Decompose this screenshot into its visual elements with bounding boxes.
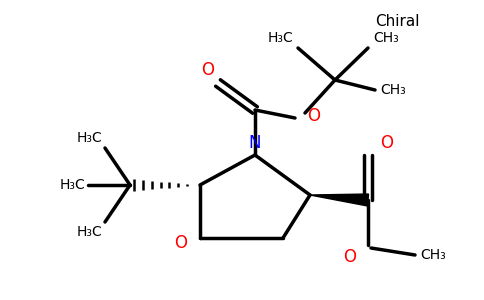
Text: H₃C: H₃C (267, 31, 293, 45)
Text: H₃C: H₃C (76, 131, 102, 145)
Polygon shape (310, 194, 368, 206)
Text: N: N (249, 134, 261, 152)
Text: Chiral: Chiral (375, 14, 420, 29)
Text: H₃C: H₃C (76, 225, 102, 239)
Text: CH₃: CH₃ (380, 83, 406, 97)
Text: O: O (307, 107, 320, 125)
Text: O: O (174, 234, 187, 252)
Text: H₃C: H₃C (59, 178, 85, 192)
Text: O: O (201, 61, 214, 79)
Text: CH₃: CH₃ (420, 248, 446, 262)
Text: O: O (380, 134, 393, 152)
Text: O: O (343, 248, 356, 266)
Text: CH₃: CH₃ (373, 31, 399, 45)
